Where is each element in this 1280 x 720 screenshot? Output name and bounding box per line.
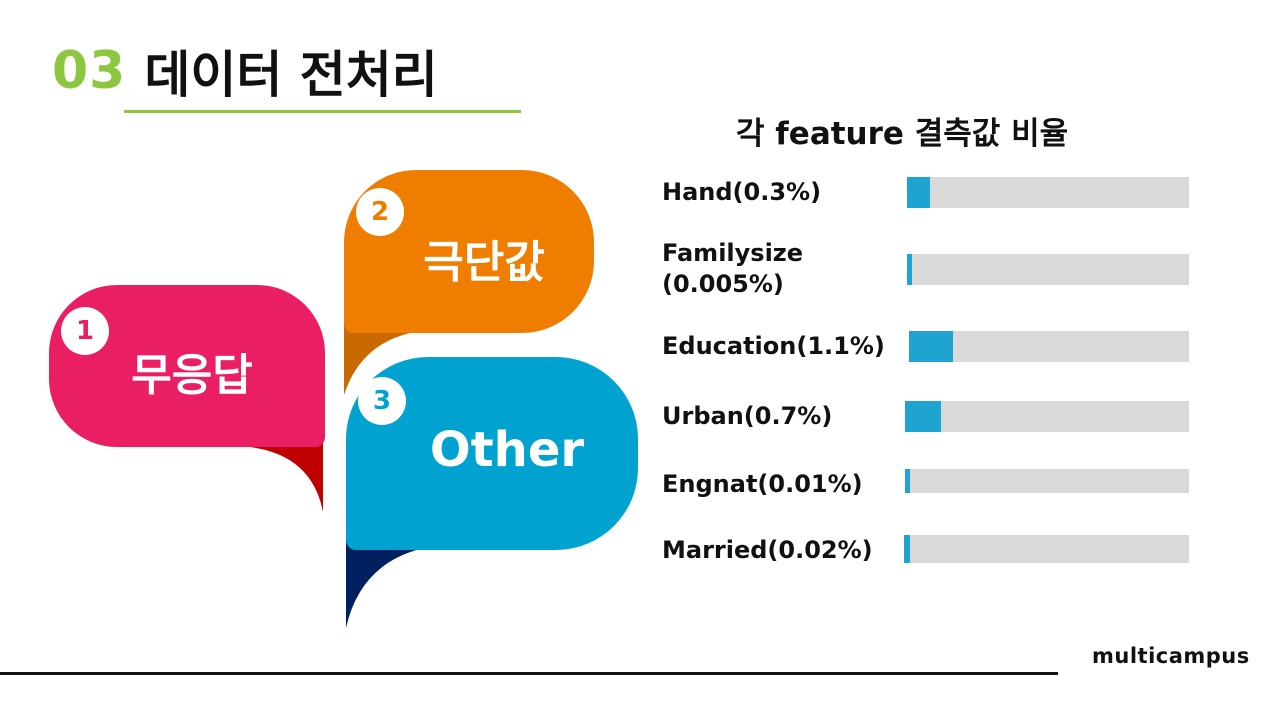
page-title: 03 데이터 전처리 bbox=[52, 36, 438, 106]
bar-fill bbox=[905, 469, 910, 493]
bar-label: Familysize (0.005%) bbox=[662, 239, 804, 298]
section-number: 03 bbox=[52, 41, 127, 101]
bar-label: Education(1.1%) bbox=[662, 332, 885, 360]
bar-track bbox=[905, 469, 1189, 493]
bar-label: Married(0.02%) bbox=[662, 536, 873, 564]
bar-label: Engnat(0.01%) bbox=[662, 470, 863, 498]
bar-track bbox=[907, 177, 1189, 208]
bubble-1-number: 1 bbox=[75, 316, 95, 346]
brand-logo: multicampus bbox=[1092, 644, 1250, 668]
bubble-outlier: 2 극단값 bbox=[344, 170, 594, 333]
bar-row-familysize: Familysize (0.005%) bbox=[662, 238, 1192, 300]
bubble-1-badge: 1 bbox=[61, 307, 109, 355]
section-title: 데이터 전처리 bbox=[144, 46, 438, 104]
bar-row-urban: Urban(0.7%) bbox=[662, 401, 1192, 433]
bar-row-married: Married(0.02%) bbox=[662, 535, 1192, 567]
bar-label: Urban(0.7%) bbox=[662, 402, 833, 430]
chart-title: 각 feature 결측값 비율 bbox=[736, 116, 1069, 152]
bar-track bbox=[907, 254, 1189, 285]
title-underline bbox=[124, 110, 521, 113]
bar-fill bbox=[907, 177, 931, 208]
bubble-2-number: 2 bbox=[370, 197, 390, 227]
bubble-1-label: 무응답 bbox=[131, 350, 253, 401]
bar-row-education: Education(1.1%) bbox=[662, 331, 1192, 363]
bubble-3-label: Other bbox=[429, 421, 585, 478]
bar-row-engnat: Engnat(0.01%) bbox=[662, 469, 1192, 501]
bar-fill bbox=[909, 331, 954, 362]
bar-fill bbox=[907, 254, 912, 285]
bar-track bbox=[904, 535, 1189, 563]
footer-line bbox=[0, 672, 1058, 675]
bar-fill bbox=[904, 535, 911, 563]
bar-fill bbox=[905, 401, 941, 432]
bubble-2-badge: 2 bbox=[356, 188, 404, 236]
bubble-3-badge: 3 bbox=[358, 377, 406, 425]
bubble-2-label: 극단값 bbox=[423, 236, 545, 288]
bar-track bbox=[905, 401, 1189, 432]
bubble-nonresponse: 1 무응답 bbox=[49, 285, 325, 447]
bar-track bbox=[909, 331, 1189, 362]
bar-row-hand: Hand(0.3%) bbox=[662, 177, 1192, 209]
bubble-3-number: 3 bbox=[372, 386, 392, 416]
bubble-other: 3 Other bbox=[346, 357, 638, 550]
bar-label: Hand(0.3%) bbox=[662, 178, 822, 206]
